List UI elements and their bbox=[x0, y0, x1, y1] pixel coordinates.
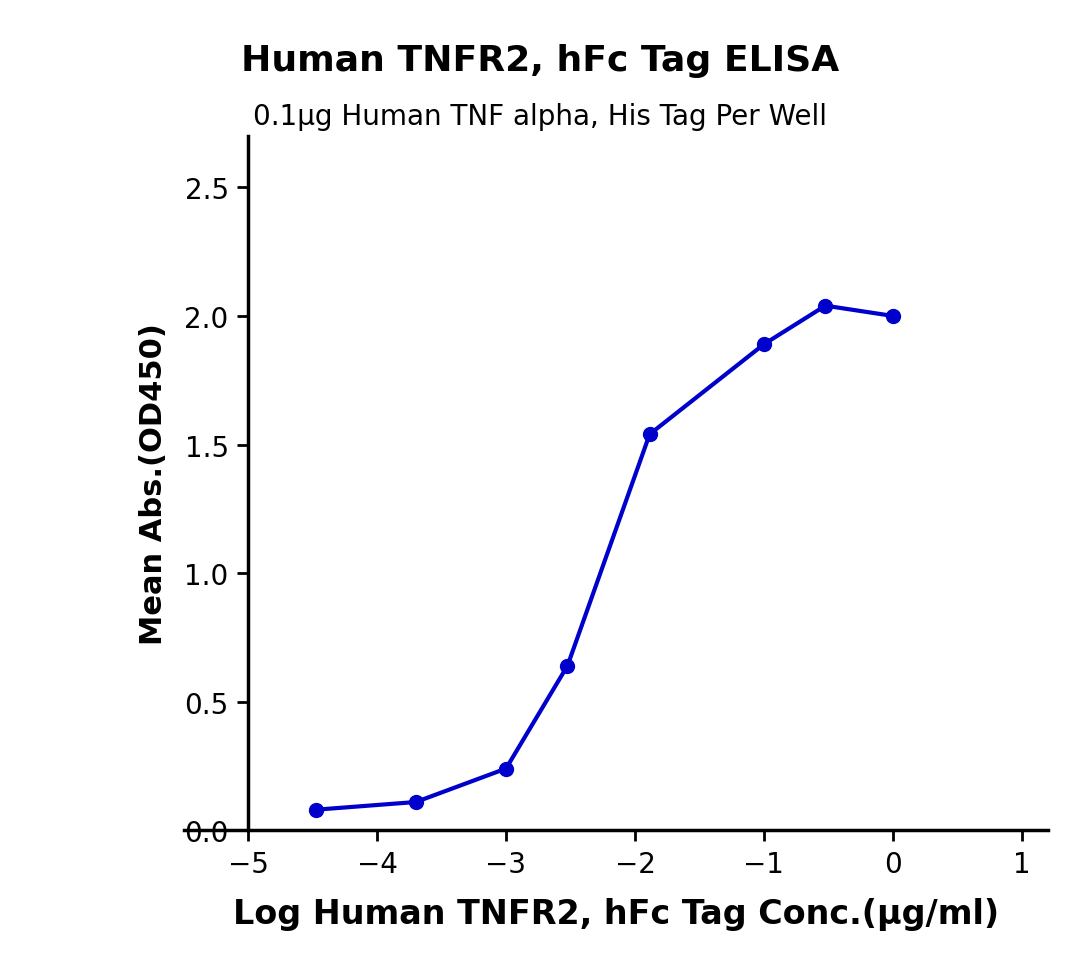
Y-axis label: Mean Abs.(OD450): Mean Abs.(OD450) bbox=[138, 322, 167, 645]
Text: 0.1μg Human TNF alpha, His Tag Per Well: 0.1μg Human TNF alpha, His Tag Per Well bbox=[253, 103, 827, 131]
X-axis label: Log Human TNFR2, hFc Tag Conc.(μg/ml): Log Human TNFR2, hFc Tag Conc.(μg/ml) bbox=[232, 897, 999, 930]
Text: Human TNFR2, hFc Tag ELISA: Human TNFR2, hFc Tag ELISA bbox=[241, 44, 839, 78]
